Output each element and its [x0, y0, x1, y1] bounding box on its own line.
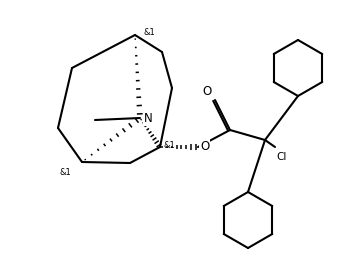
- Text: Cl: Cl: [276, 152, 286, 162]
- Text: O: O: [200, 140, 209, 153]
- Text: O: O: [203, 85, 212, 98]
- Text: N: N: [144, 111, 153, 124]
- Text: &1: &1: [164, 140, 176, 150]
- Text: &1: &1: [60, 168, 72, 177]
- Text: &1: &1: [143, 28, 155, 37]
